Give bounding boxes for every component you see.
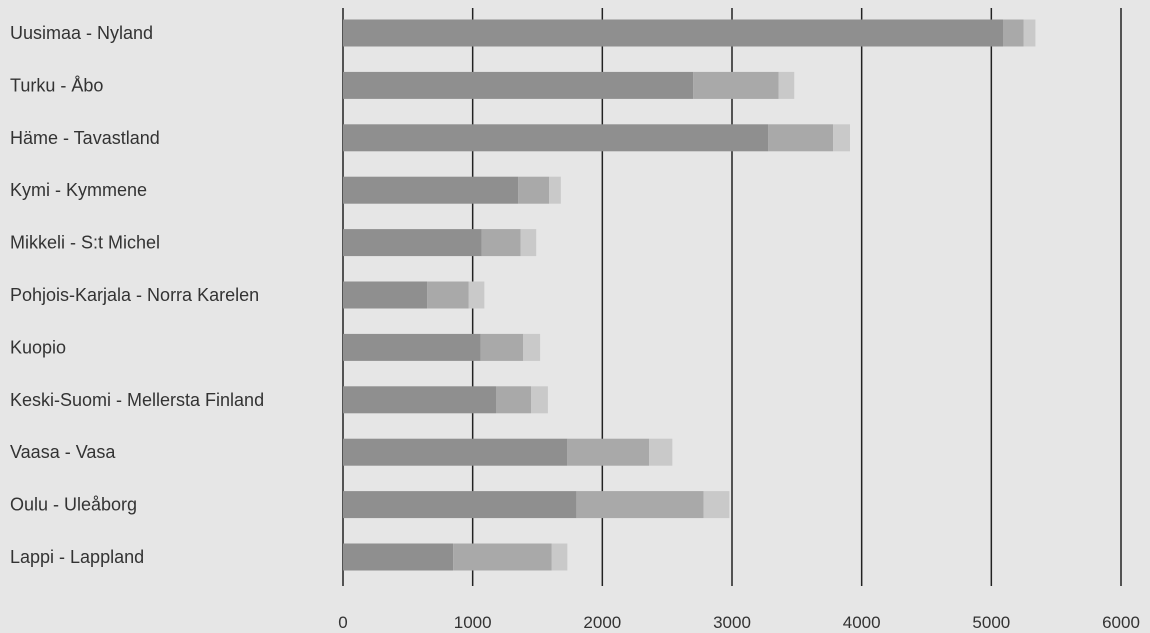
- bar-segment-1: [343, 386, 497, 414]
- bar-segment-2: [453, 543, 552, 571]
- bar-segment-1: [343, 438, 568, 466]
- category-label: Vaasa - Vasa: [10, 442, 116, 462]
- category-label: Turku - Åbo: [10, 75, 103, 95]
- category-label: Lappi - Lappland: [10, 547, 144, 567]
- bar-segment-1: [343, 71, 694, 99]
- bar-segment-2: [693, 71, 779, 99]
- category-label: Mikkeli - S:t Michel: [10, 233, 160, 253]
- bar-segment-3: [549, 176, 561, 204]
- category-label: Kuopio: [10, 337, 66, 357]
- bar-segment-1: [343, 19, 1004, 47]
- bar-segment-3: [520, 229, 537, 257]
- category-label: Uusimaa - Nyland: [10, 23, 153, 43]
- bar-segment-2: [427, 281, 469, 309]
- bar-segment-3: [523, 333, 541, 361]
- bar-segment-3: [551, 543, 568, 571]
- category-label: Häme - Tavastland: [10, 128, 160, 148]
- category-label: Kymi - Kymmene: [10, 180, 147, 200]
- bar-segment-2: [768, 124, 834, 152]
- bar-segment-3: [649, 438, 673, 466]
- x-tick-label: 2000: [583, 613, 621, 632]
- bar-segment-3: [531, 386, 548, 414]
- bar-segment-2: [481, 229, 521, 257]
- x-tick-label: 3000: [713, 613, 751, 632]
- x-axis-ticks: 0 1000 2000 3000 4000 5000 6000: [338, 613, 1140, 632]
- bar-segment-1: [343, 333, 481, 361]
- bars: [343, 19, 1036, 571]
- category-label: Pohjois-Karjala - Norra Karelen: [10, 285, 259, 305]
- bar-segment-1: [343, 176, 519, 204]
- bar-segment-3: [468, 281, 485, 309]
- bar-segment-2: [480, 333, 524, 361]
- bar-segment-3: [1023, 19, 1036, 47]
- bar-segment-2: [496, 386, 532, 414]
- bar-segment-3: [833, 124, 850, 152]
- x-tick-label: 4000: [843, 613, 881, 632]
- x-tick-label: 5000: [972, 613, 1010, 632]
- category-label: Oulu - Uleåborg: [10, 495, 137, 515]
- bar-segment-1: [343, 281, 428, 309]
- x-tick-label: 1000: [454, 613, 492, 632]
- x-tick-label: 0: [338, 613, 347, 632]
- bar-segment-1: [343, 124, 769, 152]
- bar-segment-2: [1003, 19, 1024, 47]
- bar-segment-1: [343, 543, 454, 571]
- grid: [342, 8, 1122, 586]
- bar-segment-2: [518, 176, 550, 204]
- category-labels: Uusimaa - Nyland Turku - Åbo Häme - Tavast…: [10, 23, 264, 567]
- bar-segment-2: [576, 491, 704, 519]
- category-label: Keski-Suomi - Mellersta Finland: [10, 390, 264, 410]
- bar-segment-1: [343, 491, 577, 519]
- bar-segment-1: [343, 229, 482, 257]
- bar-segment-2: [567, 438, 650, 466]
- bar-segment-3: [778, 71, 795, 99]
- bar-segment-3: [703, 491, 730, 519]
- x-tick-label: 6000: [1102, 613, 1140, 632]
